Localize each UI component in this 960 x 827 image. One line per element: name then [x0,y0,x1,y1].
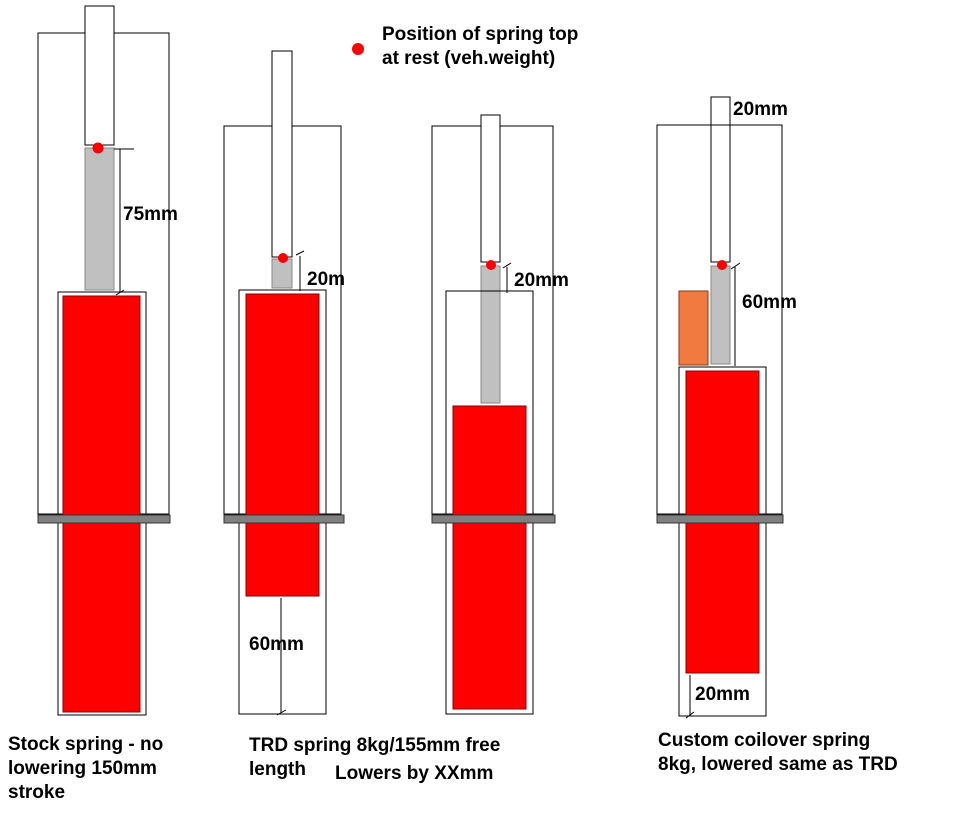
lower-tube-outline [238,289,327,715]
piston-rod-extension [710,96,731,126]
stock-caption-line-2: lowering 150mm [8,758,157,779]
spring-seat [37,514,171,524]
spring-seat [431,514,556,524]
bump-stop-collar [271,258,293,289]
spring-seat [223,514,345,524]
piston-rod [710,124,731,263]
custom-caption-line-2: 8kg, lowered same as TRD [658,754,898,775]
legend-marker-dot [352,43,364,55]
legend-line-1: Position of spring top [382,24,578,45]
spacer-block [678,290,709,366]
spring-top-marker [92,142,104,154]
spring [452,405,527,710]
piston-rod [271,50,293,258]
trd-dimension-top-label: 20m [307,269,345,290]
spring [245,293,320,597]
lower-tube-outline [57,291,147,716]
stock-spring-diagram [37,5,171,716]
piston-rod [480,114,501,263]
dimension-tick-middle [730,262,741,270]
trd-caption-line-1: TRD spring 8kg/155mm free [249,735,500,756]
dimension-tick-bottom [115,289,125,296]
bump-stop-collar [84,147,115,291]
stock-caption-line-1: Stock spring - no [8,734,163,755]
lower-tube-outline [445,290,534,715]
custom-dimension-middle-label: 60mm [742,292,797,313]
spring-top-marker [278,253,288,263]
custom-dimension-bottom-label: 20mm [695,684,750,705]
dimension-tick-bottom [685,711,695,719]
custom-coilover-diagram [656,96,784,719]
legend-line-2: at rest (veh.weight) [382,48,555,69]
bump-stop-collar [480,265,501,404]
dimension-tick-top [502,262,512,269]
dimension-tick-bottom [276,709,287,716]
stock-caption-line-3: stroke [8,782,65,803]
custom-dimension-top-label: 20mm [733,99,788,120]
bump-stop-collar [710,265,731,365]
dimension-tick-top [295,250,305,256]
trd-caption-extra: Lowers by XXmm [335,763,493,784]
spring [62,295,141,713]
spring-top-marker [486,260,496,270]
third-spring-diagram [431,114,556,715]
third-dimension-label: 20mm [514,270,569,291]
trd-spring-diagram [223,50,345,716]
trd-dimension-bottom-label: 60mm [249,634,304,655]
custom-caption-line-1: Custom coilover spring [658,730,870,751]
lower-tube-outline [678,366,767,717]
legend: Position of spring top at rest (veh.weig… [352,24,578,69]
spring-seat [656,514,784,524]
stock-dimension-label: 75mm [123,204,178,225]
piston-rod [84,5,115,146]
spring-top-marker [717,260,727,270]
trd-caption-line-2: length [249,759,306,780]
